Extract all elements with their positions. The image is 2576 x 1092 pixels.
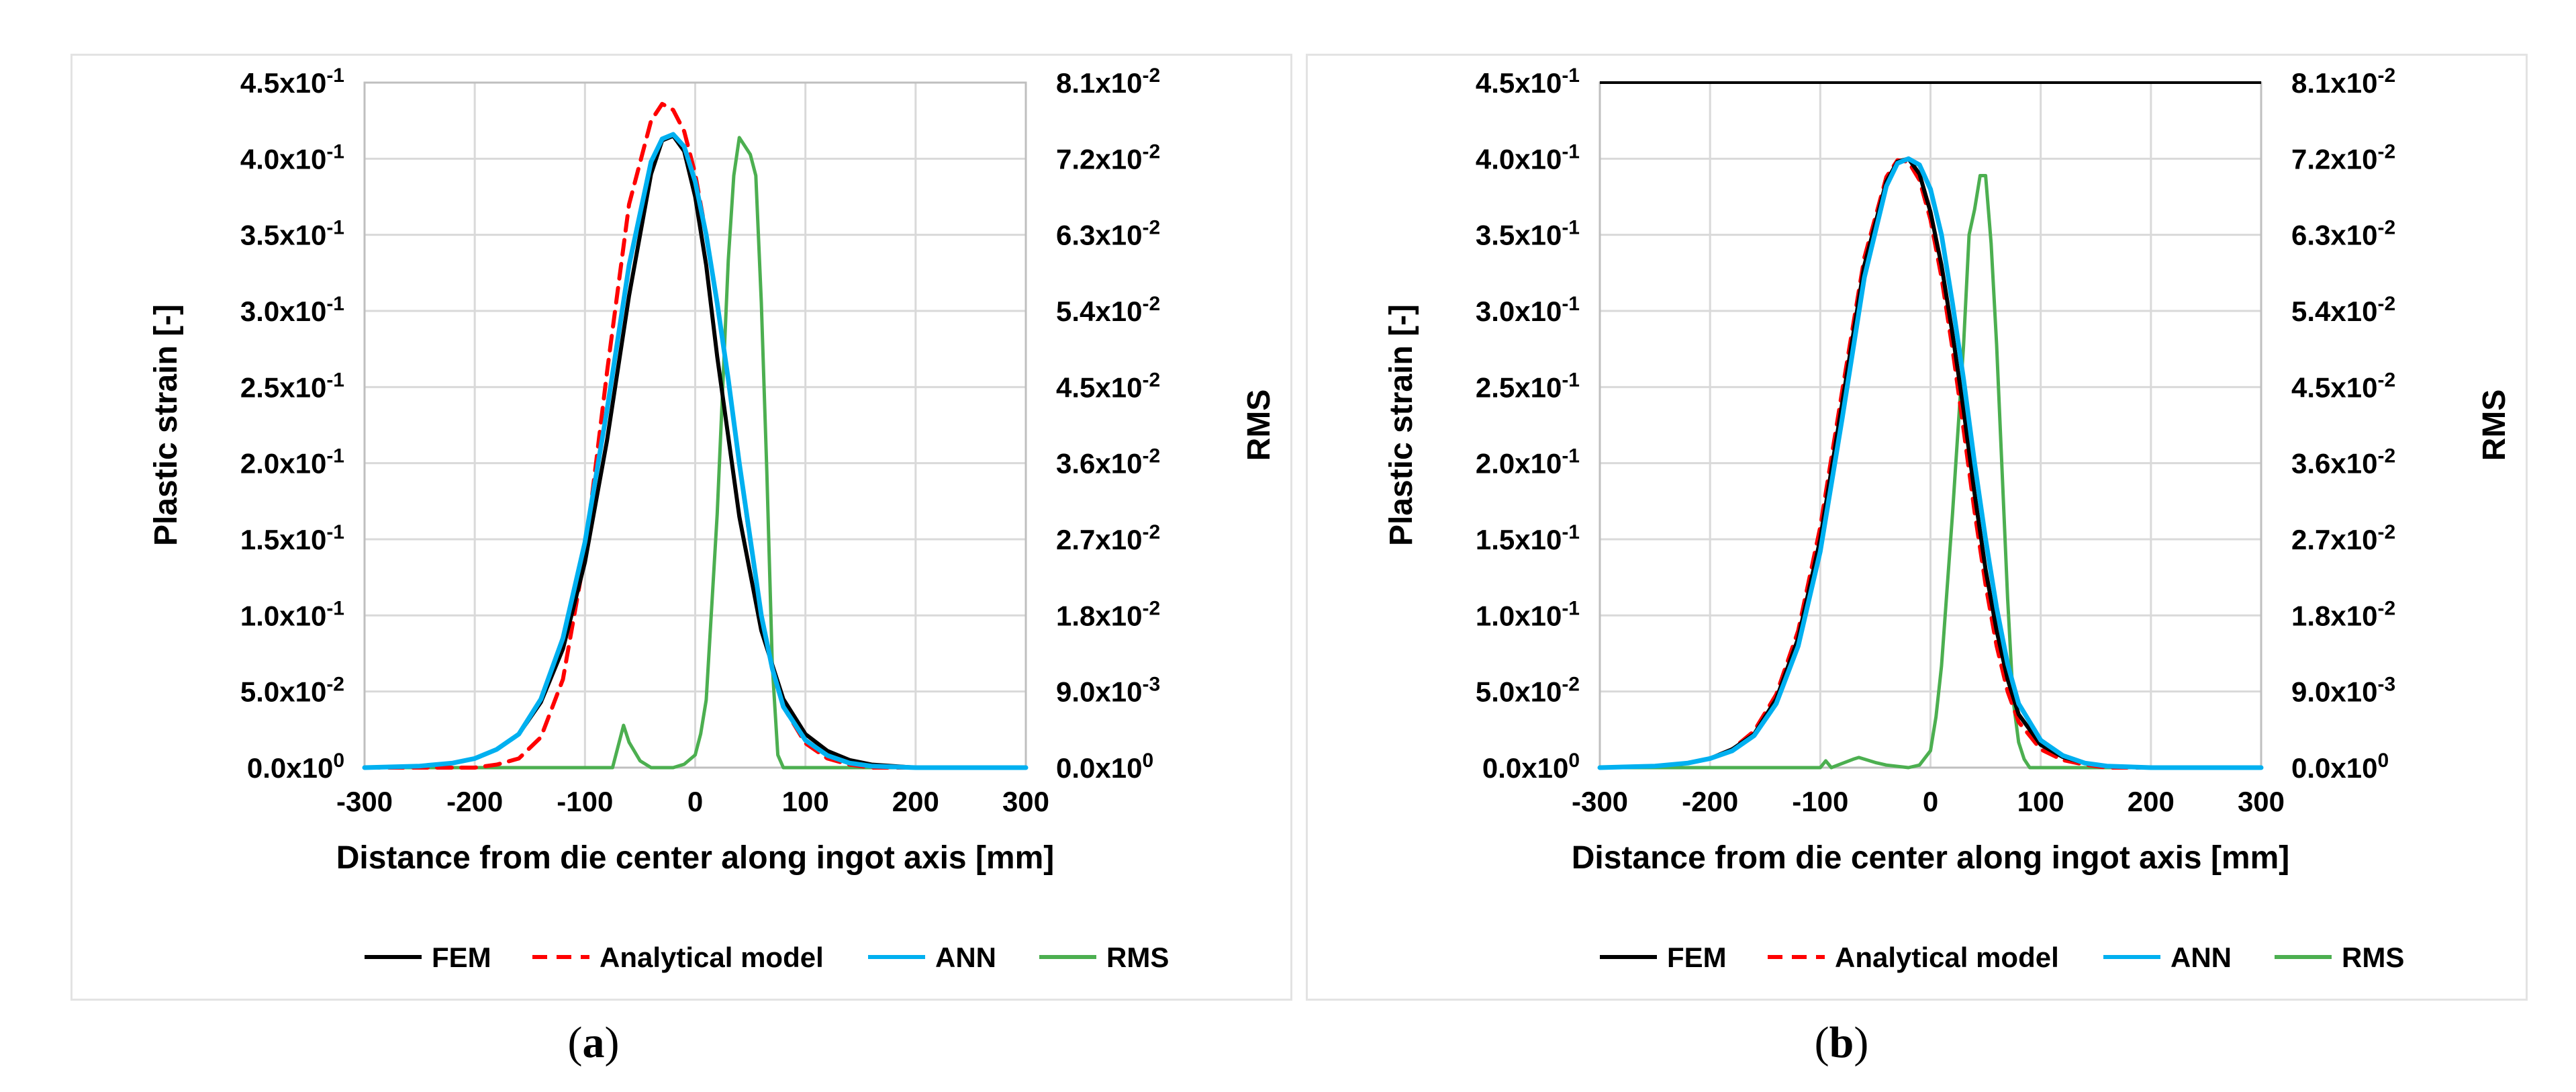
- chart-panel-a: 0.0x100 5.0x10-2 1.0x10-1 1.5x10-1 2.0x10-1 2…: [70, 54, 1292, 1001]
- legend-label-ann: ANN: [2170, 942, 2232, 973]
- y2-tick-label: 3.6x10-2: [1056, 445, 1160, 480]
- legend-label-fem: FEM: [432, 942, 491, 973]
- y2-tick-label: 3.6x10-2: [2291, 445, 2395, 480]
- legend-label-fem: FEM: [1667, 942, 1727, 973]
- y2-tick-label: 6.3x10-2: [1056, 217, 1160, 251]
- y-tick-label: 4.5x10-1: [1476, 64, 1580, 99]
- y-tick-label: 2.0x10-1: [240, 445, 344, 480]
- y2-tick-label: 7.2x10-2: [1056, 140, 1160, 175]
- x-axis-label: Distance from die center along ingot axi…: [336, 840, 1055, 876]
- y2-tick-label: 1.8x10-2: [2291, 597, 2395, 631]
- plot-area: [362, 81, 1029, 770]
- y2-tick-label: 1.8x10-2: [1056, 597, 1160, 631]
- y2-tick-label: 7.2x10-2: [2291, 140, 2395, 175]
- y-tick-label: 0.0x100: [1482, 749, 1580, 784]
- y-tick-label: 1.5x10-1: [240, 521, 344, 555]
- y-tick-label: 5.0x10-2: [240, 674, 344, 708]
- x-tick-label: 300: [1002, 786, 1049, 817]
- legend: FEM Analytical model ANN RMS: [365, 942, 1169, 973]
- y-tick-label: 1.0x10-1: [1476, 597, 1580, 631]
- y-tick-label: 4.0x10-1: [1476, 140, 1580, 175]
- x-tick-label: 200: [892, 786, 939, 817]
- y2-tick-label: 8.1x10-2: [1056, 64, 1160, 99]
- caption-a: (a): [567, 1018, 620, 1067]
- plot-border: [363, 81, 1027, 769]
- y-tick-label: 2.5x10-1: [1476, 369, 1580, 403]
- series-line-rms: [363, 136, 1028, 770]
- x-tick-label: 100: [782, 786, 829, 817]
- y2-tick-label: 0.0x100: [2291, 749, 2389, 784]
- y-tick-label: 1.0x10-1: [240, 597, 344, 631]
- y2-tick-label: 9.0x10-3: [2291, 674, 2395, 708]
- y-tick-label: 2.5x10-1: [240, 369, 344, 403]
- y-tick-label: 3.0x10-1: [240, 293, 344, 327]
- y2-axis-label: RMS: [1241, 390, 1277, 461]
- y2-tick-label: 2.7x10-2: [2291, 521, 2395, 555]
- y-tick-label: 5.0x10-2: [1476, 674, 1580, 708]
- x-tick-label: -100: [557, 786, 613, 817]
- x-tick-label: 300: [2238, 786, 2285, 817]
- x-tick-label: -300: [1572, 786, 1628, 817]
- y2-tick-label: 5.4x10-2: [2291, 293, 2395, 327]
- y2-tick-label: 4.5x10-2: [2291, 369, 2395, 403]
- series-line-ann: [362, 132, 1029, 770]
- y2-tick-label: 4.5x10-2: [1056, 369, 1160, 403]
- legend-label-ann: ANN: [935, 942, 996, 973]
- plot-area: [1597, 81, 2264, 770]
- x-tick-label: 0: [1923, 786, 1938, 817]
- x-tick-label: 200: [2128, 786, 2175, 817]
- y-tick-label: 0.0x100: [247, 749, 344, 784]
- y2-tick-label: 8.1x10-2: [2291, 64, 2395, 99]
- x-tick-label: -100: [1792, 786, 1848, 817]
- legend-label-rms: RMS: [2342, 942, 2404, 973]
- series-line-ann: [1597, 156, 2264, 770]
- legend-label-analytical-model: Analytical model: [600, 942, 824, 973]
- x-tick-label: -200: [446, 786, 503, 817]
- y2-tick-label: 0.0x100: [1056, 749, 1153, 784]
- legend-label-rms: RMS: [1106, 942, 1169, 973]
- y2-tick-label: 6.3x10-2: [2291, 217, 2395, 251]
- x-tick-label: -300: [336, 786, 393, 817]
- y-tick-label: 3.0x10-1: [1476, 293, 1580, 327]
- chart-b: 0.0x100 5.0x10-2 1.0x10-1 1.5x10-1 2.0x10-1 2…: [1384, 64, 2512, 973]
- x-tick-label: -200: [1682, 786, 1738, 817]
- y-tick-label: 1.5x10-1: [1476, 521, 1580, 555]
- y2-tick-label: 5.4x10-2: [1056, 293, 1160, 327]
- y-axis-label: Plastic strain [-]: [148, 304, 184, 546]
- x-tick-label: 100: [2017, 786, 2064, 817]
- x-tick-label: 0: [687, 786, 703, 817]
- chart-panel-b: 0.0x100 5.0x10-2 1.0x10-1 1.5x10-1 2.0x10-1 2…: [1306, 54, 2528, 1001]
- y2-tick-label: 9.0x10-3: [1056, 674, 1160, 708]
- series-line-rms: [1598, 174, 2263, 770]
- legend-label-analytical-model: Analytical model: [1835, 942, 2059, 973]
- y2-tick-label: 2.7x10-2: [1056, 521, 1160, 555]
- y-axis-label: Plastic strain [-]: [1384, 304, 1419, 546]
- y2-axis-label: RMS: [2477, 390, 2512, 461]
- y-tick-label: 3.5x10-1: [240, 217, 344, 251]
- chart-a: 0.0x100 5.0x10-2 1.0x10-1 1.5x10-1 2.0x10-1 2…: [148, 64, 1277, 973]
- y-tick-label: 2.0x10-1: [1476, 445, 1580, 480]
- x-axis-label: Distance from die center along ingot axi…: [1572, 840, 2290, 876]
- y-tick-label: 4.0x10-1: [240, 140, 344, 175]
- caption-b: (b): [1814, 1018, 1869, 1067]
- legend: FEM Analytical model ANN RMS: [1600, 942, 2404, 973]
- y-tick-label: 3.5x10-1: [1476, 217, 1580, 251]
- y-tick-label: 4.5x10-1: [240, 64, 344, 99]
